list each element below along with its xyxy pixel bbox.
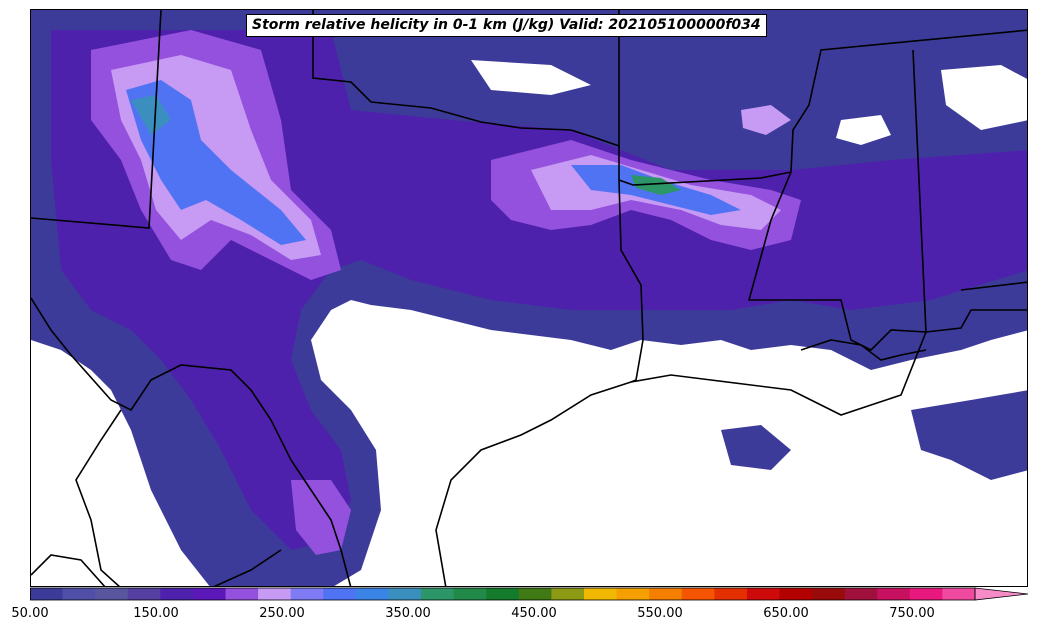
border-mexico-west [31, 297, 352, 586]
colorbar-segment [844, 588, 878, 600]
border-ms-al [912, 49, 927, 333]
colorbar-segment [127, 588, 161, 600]
colorbar [30, 587, 1028, 601]
colorbar-segment [453, 588, 487, 600]
gap-north [471, 60, 591, 95]
helicity-region-light-ne [741, 105, 791, 135]
colorbar-extend-arrow [974, 587, 1028, 601]
colorbar-tick-label: 650.00 [763, 606, 809, 621]
coastline-gulf [435, 331, 927, 586]
colorbar-segment [714, 588, 748, 600]
helicity-region-east-patch [911, 390, 1027, 480]
colorbar-segment [551, 588, 585, 600]
border-tx-la [618, 179, 644, 383]
colorbar-segment [649, 588, 683, 600]
border-tx-panhandle [312, 10, 620, 148]
helicity-region-gulf-patch [721, 425, 791, 470]
colorbar-segment [942, 588, 976, 600]
helicity-region-core-central [631, 175, 681, 195]
no-data-gaps [471, 60, 1027, 145]
colorbar-tick-label: 50.00 [11, 606, 49, 621]
border-mexico-mid [213, 549, 282, 586]
helicity-map [31, 10, 1027, 586]
colorbar-segment [355, 588, 389, 600]
colorbar-segment [62, 588, 96, 600]
colorbar-tick-label: 750.00 [889, 606, 935, 621]
colorbar-segments [30, 587, 1028, 601]
colorbar-tick-label: 450.00 [511, 606, 557, 621]
colorbar-segment [323, 588, 357, 600]
colorbar-segment [812, 588, 846, 600]
colorbar-segment [258, 588, 292, 600]
colorbar-tick-label: 250.00 [259, 606, 305, 621]
coastline-la [800, 339, 927, 361]
colorbar-segment [486, 588, 520, 600]
colorbar-segment [583, 588, 618, 600]
helicity-region-mid [51, 30, 1027, 550]
colorbar-segment [616, 588, 650, 600]
colorbar-segment [192, 588, 227, 600]
border-la-ms [747, 171, 927, 351]
colorbar-segment [877, 588, 911, 600]
gap-ne [836, 115, 891, 145]
colorbar-segment [779, 588, 813, 600]
colorbar-tick-label: 150.00 [133, 606, 179, 621]
colorbar-outline [30, 587, 976, 601]
map-title: Storm relative helicity in 0-1 km (J/kg)… [246, 14, 767, 37]
colorbar-segment [909, 588, 943, 600]
colorbar-tick-label: 550.00 [637, 606, 683, 621]
helicity-region-blue-west [126, 80, 306, 245]
colorbar-segment [30, 588, 64, 600]
helicity-shaded-field [31, 10, 1027, 586]
colorbar-segment [681, 588, 715, 600]
border-fl [960, 281, 1027, 291]
border-mexico-sw [31, 554, 106, 586]
border-nm-west [31, 10, 162, 229]
colorbar-segment [746, 588, 780, 600]
state-borders [31, 10, 1027, 586]
colorbar-segment [160, 588, 194, 600]
helicity-region-core-west [131, 95, 171, 135]
colorbar-tick-label: 350.00 [385, 606, 431, 621]
colorbar-segment [95, 588, 129, 600]
border-al-fl [925, 309, 1027, 333]
map-panel [30, 9, 1028, 587]
colorbar-segment [518, 588, 552, 600]
colorbar-segment [421, 588, 455, 600]
border-mexico-inner [75, 409, 122, 586]
gap-east [941, 65, 1027, 130]
colorbar-segment [290, 588, 324, 600]
colorbar-segment [388, 588, 422, 600]
colorbar-segment [225, 588, 259, 600]
